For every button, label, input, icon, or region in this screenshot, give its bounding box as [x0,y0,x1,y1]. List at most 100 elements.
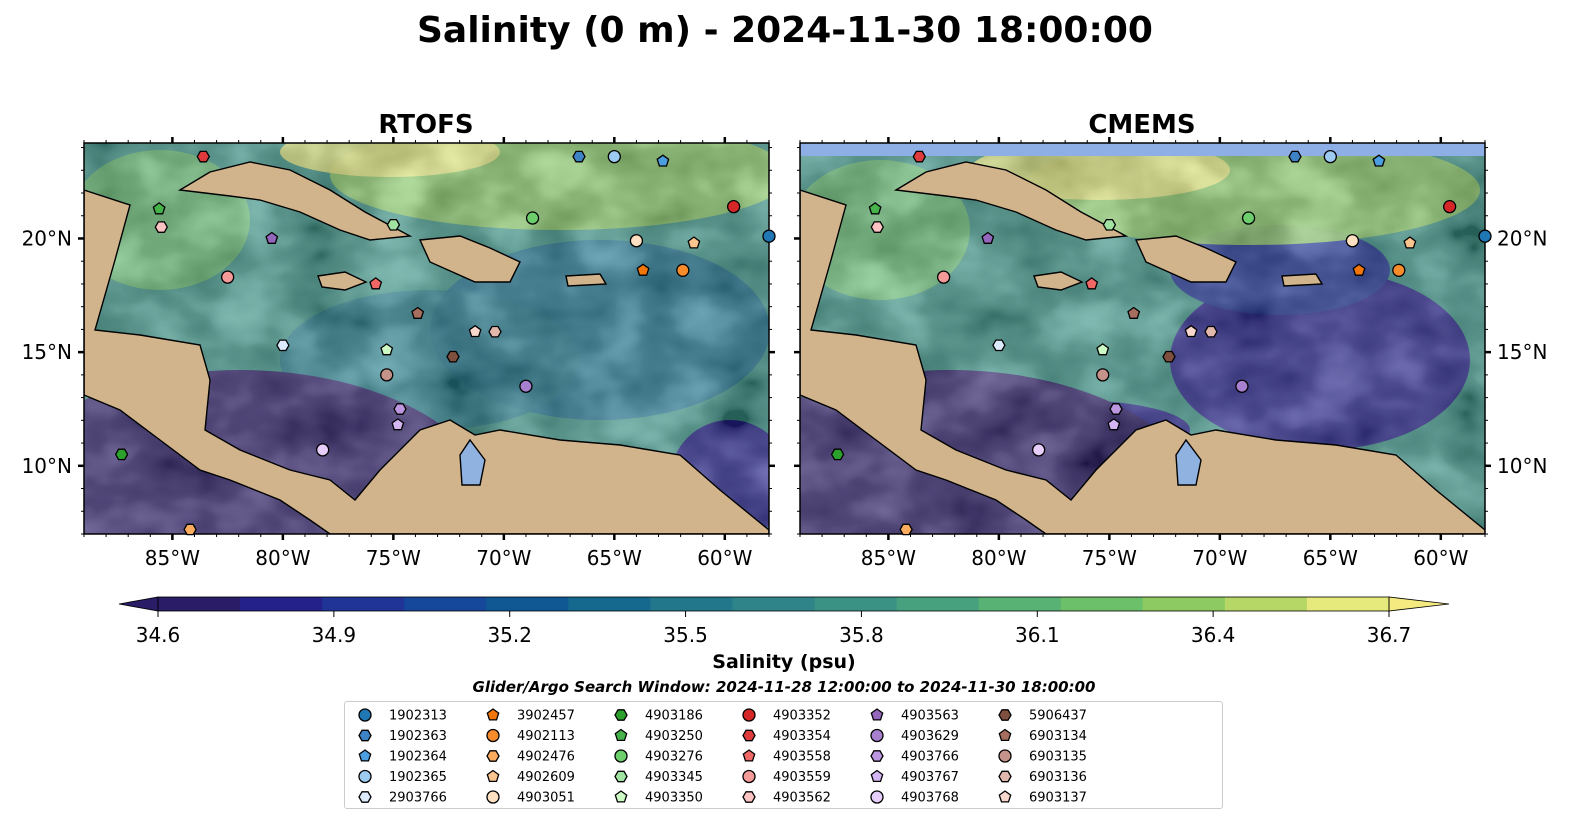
float-marker-6903136 [1204,325,1218,338]
legend-item-4902113: 4902113 [486,728,575,744]
legend-marker-4903629 [870,728,884,743]
legend-label: 4903562 [773,791,831,806]
legend-label: 4903352 [773,709,831,724]
float-marker-4903629 [1235,379,1249,393]
float-marker-4902113 [1392,263,1406,277]
land-maracaibo-rtofs [459,438,486,486]
float-marker-4903562 [870,221,885,233]
float-marker-6903135 [380,368,394,382]
float-marker-4903563 [981,231,995,244]
legend-label: 4903350 [645,791,703,806]
float-marker-6903136 [488,325,502,338]
float-marker-3902457 [1352,263,1366,276]
legend-marker-4902113 [486,728,500,743]
map-frame-rtofs [83,142,770,535]
legend-marker-6903135 [998,749,1012,763]
colorbar-segment [978,597,1062,611]
colorbar-tick-label: 36.7 [1367,623,1412,647]
land-cuba-cmems [893,161,1129,241]
land-jamaica-cmems [1033,271,1084,291]
legend-label: 1902364 [389,750,447,765]
float-marker-1902363 [1288,150,1302,163]
legend-item-4903276: 4903276 [614,749,703,765]
float-marker-1902363 [572,150,586,163]
float-marker-2903766 [276,339,290,352]
float-marker-1902313 [1478,229,1492,243]
land-cmems [800,161,1485,534]
legend-marker-4903186 [614,709,628,721]
land-jamaica-rtofs [317,271,368,291]
legend-label: 6903136 [1029,770,1087,785]
panel-title-rtofs: RTOFS [378,110,473,140]
legend-item-4903629: 4903629 [870,728,959,744]
float-marker-4902476 [183,523,197,536]
lon-tick-label: 60°W [1413,546,1468,570]
lat-tick-label: 20°N [22,226,72,250]
float-marker-1902365 [607,149,621,164]
lon-tick-label: 75°W [1082,546,1137,570]
legend-marker-4903250 [614,728,628,742]
lon-tick-label: 70°W [1192,546,1247,570]
legend-item-1902364: 1902364 [358,749,447,765]
legend-marker-4902476 [486,750,500,762]
lon-tick-label: 65°W [587,546,642,570]
float-marker-4903051 [1345,234,1360,248]
float-marker-4903766 [393,403,407,415]
float-marker-5906437 [1162,350,1176,363]
lon-tick-label: 85°W [145,546,200,570]
legend-label: 4903250 [645,729,703,744]
axes-rtofs: 85°W 80°W 75°W 70°W 65°W 60°W 20°N 15°N 10°N [22,137,775,570]
float-marker-4903766 [1109,403,1123,415]
colorbar-tick-label: 34.9 [312,623,357,647]
land-cuba-rtofs [177,161,413,241]
legend-label: 4903354 [773,729,831,744]
float-marker-4903354 [912,150,927,163]
float-marker-6903134 [411,306,425,319]
colorbar-segment [1306,597,1390,611]
legend-item-1902363: 1902363 [358,729,447,744]
legend-marker-1902364 [358,749,372,762]
float-marker-4903767 [1107,418,1121,431]
float-marker-4903186 [830,448,845,461]
float-marker-4902609 [687,236,701,249]
float-marker-4903768 [315,443,330,457]
legend-marker-6903136 [998,770,1012,783]
legend-marker-1902363 [358,729,372,742]
legend-label: 6903134 [1029,729,1087,744]
land-central-america-cmems [800,189,1485,534]
legend-marker-6903134 [998,728,1012,742]
float-marker-4903558 [1085,277,1099,290]
legend-label: 4903345 [645,770,703,785]
lon-tick-label: 85°W [861,546,916,570]
map-frame-cmems [799,142,1486,535]
legend-item-3902457: 3902457 [486,708,575,724]
land-hispaniola-cmems [1134,235,1237,283]
lon-tick-label: 70°W [476,546,531,570]
legend-label: 3902457 [517,709,575,724]
land-rtofs [84,161,769,534]
legend-marker-1902313 [358,708,372,722]
land-puerto-rico-rtofs [565,273,608,287]
legend-label: 4903767 [901,770,959,785]
colorbar-segments [158,597,1390,611]
float-legend-entries: 1902313 1902363 1902364 1902365 2903766 39024… [358,708,1087,806]
colorbar-segment [240,597,323,611]
lon-tick-label: 75°W [366,546,421,570]
legend-label: 6903137 [1029,791,1087,806]
map-rtofs [84,143,769,534]
lat-tick-label: 15°N [1497,340,1547,364]
colorbar-segment [486,597,569,611]
legend-marker-4903352 [742,708,756,722]
land-central-america-rtofs [84,189,769,534]
floats-rtofs [114,149,776,536]
legend-marker-4903276 [614,749,628,763]
legend-item-4903562: 4903562 [742,791,831,806]
legend-label: 4903558 [773,750,831,765]
colorbar-tick-label: 36.1 [1015,623,1060,647]
lon-tick-label: 60°W [697,546,752,570]
legend-item-4903563: 4903563 [870,708,959,724]
legend-marker-4903559 [742,769,756,784]
float-marker-4903352 [1442,200,1457,214]
colorbar: 34.6 34.9 35.2 35.5 35.8 36.1 36.4 36.7 Salinit… [118,596,1450,673]
